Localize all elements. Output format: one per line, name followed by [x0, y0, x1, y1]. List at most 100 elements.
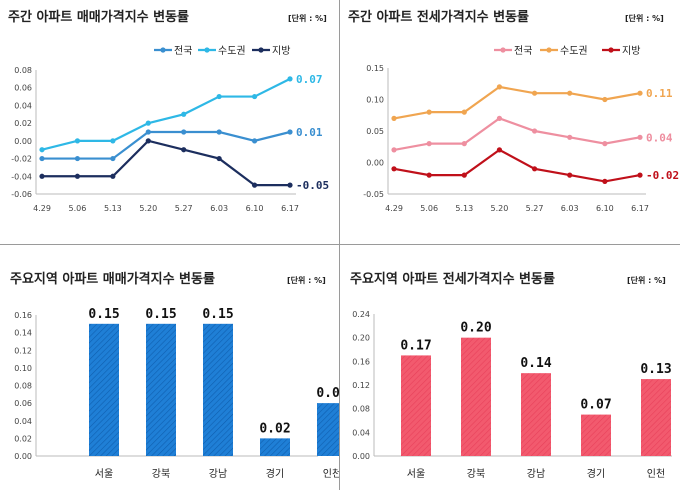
bar — [401, 355, 431, 456]
unit-label: [단위 : %] — [288, 13, 327, 23]
bar-value-label: 0.15 — [88, 307, 119, 322]
data-point — [426, 172, 432, 178]
unit-label: [단위 : %] — [287, 275, 326, 285]
data-point — [531, 128, 538, 134]
x-tick-label: 5.20 — [491, 204, 509, 213]
y-tick-label: -0.04 — [11, 172, 32, 181]
jeonse-price-bar-chart: 주요지역 아파트 전세가격지수 변동률 [단위 : %] 0.24 0.20 0.1… — [350, 271, 672, 480]
data-point — [145, 120, 151, 126]
series-line — [42, 139, 290, 187]
legend-swatch-marker — [500, 47, 506, 53]
y-tick-label: 0.02 — [14, 119, 32, 128]
data-point — [216, 129, 222, 135]
series-line — [41, 77, 291, 151]
y-tick-label: 0.15 — [366, 64, 384, 73]
data-point — [461, 141, 467, 147]
data-point — [145, 138, 151, 144]
bar-value-label: 0.14 — [520, 356, 551, 371]
y-tick-label: 0.16 — [352, 357, 370, 366]
category-label: 서울 — [95, 468, 113, 480]
data-point — [602, 178, 608, 184]
bar-value-label: 0.02 — [259, 421, 290, 436]
y-tick-label: 0.12 — [352, 381, 370, 390]
x-tick-label: 5.20 — [139, 204, 157, 213]
bar — [641, 379, 671, 456]
chart-title: 주간 아파트 전세가격지수 변동률 — [348, 9, 529, 25]
bar — [317, 403, 339, 456]
bar-value-label: 0.13 — [640, 362, 671, 377]
bar-value-label: 0.15 — [145, 307, 176, 322]
unit-label: [단위 : %] — [627, 275, 666, 285]
y-tick-label: 0.08 — [352, 405, 370, 414]
data-point — [637, 172, 643, 178]
bar — [146, 323, 176, 456]
bar-value-label: 0.17 — [400, 338, 431, 353]
x-tick-label: 5.13 — [455, 204, 473, 213]
x-tick-label: 6.03 — [561, 204, 579, 213]
data-point — [426, 109, 432, 115]
data-point — [391, 166, 397, 172]
bar-value-label: 0.15 — [202, 307, 233, 322]
series-end-label: -0.05 — [296, 179, 329, 192]
data-point — [74, 155, 81, 162]
y-tick-label: -0.02 — [11, 155, 32, 164]
data-point — [391, 115, 397, 121]
data-point — [251, 93, 258, 100]
data-point — [181, 129, 187, 135]
data-point — [39, 147, 45, 153]
category-label: 인천 — [647, 468, 665, 480]
y-tick-label: 0.06 — [14, 399, 32, 408]
y-tick-label: 0.04 — [14, 417, 32, 426]
data-point — [216, 155, 222, 162]
data-point — [110, 138, 116, 144]
x-tick-label: 5.06 — [420, 204, 438, 213]
x-tick-label: 5.13 — [104, 204, 122, 213]
data-point — [637, 134, 643, 140]
data-point — [39, 155, 45, 162]
bar — [89, 323, 119, 456]
sale-price-bar-chart: 주요지역 아파트 매매가격지수 변동률 [단위 : %] 0.16 0.14 0.1… — [10, 271, 340, 480]
data-point — [181, 111, 187, 117]
data-point — [461, 172, 467, 178]
x-tick-label: 5.27 — [526, 204, 544, 213]
data-point — [287, 129, 293, 135]
data-point — [391, 147, 397, 153]
sale-price-weekly-panel: 주간 아파트 매매가격지수 변동률 [단위 : %] 0.08 0.06 0.04 0… — [0, 0, 340, 245]
y-tick-label: 0.04 — [14, 101, 32, 110]
data-point — [496, 115, 503, 121]
series-end-label: 0.07 — [296, 73, 323, 86]
series-line — [393, 117, 641, 151]
series-end-label: 0.04 — [646, 131, 673, 144]
bar-value-label: 0.06 — [316, 386, 340, 401]
data-point — [637, 90, 643, 96]
legend-swatch-marker — [258, 47, 264, 53]
bar — [461, 337, 491, 456]
data-point — [251, 138, 258, 144]
data-point — [74, 173, 81, 179]
chart-title: 주요지역 아파트 매매가격지수 변동률 — [10, 271, 215, 287]
chart-title: 주요지역 아파트 전세가격지수 변동률 — [350, 271, 555, 287]
y-tick-label: 0.10 — [14, 364, 32, 373]
category-label: 강남 — [527, 468, 545, 480]
bar-value-label: 0.20 — [460, 321, 491, 336]
y-tick-label: 0.00 — [366, 159, 384, 168]
y-tick-label: -0.05 — [363, 190, 384, 199]
data-point — [567, 172, 573, 178]
data-point — [181, 147, 187, 153]
data-point — [251, 182, 258, 188]
data-point — [287, 182, 293, 188]
sale-price-region-panel: 주요지역 아파트 매매가격지수 변동률 [단위 : %] 0.16 0.14 0.1… — [0, 245, 340, 490]
category-label: 서울 — [407, 468, 425, 480]
bar — [581, 414, 611, 456]
y-tick-label: 0.00 — [352, 452, 370, 461]
y-tick-label: 0.00 — [14, 137, 32, 146]
legend-swatch-marker — [608, 47, 614, 53]
data-point — [496, 84, 503, 90]
data-point — [287, 76, 293, 82]
bar — [521, 373, 551, 456]
y-tick-label: 0.14 — [14, 329, 32, 338]
category-label: 인천 — [323, 468, 340, 480]
y-tick-label: 0.04 — [352, 428, 370, 437]
category-label: 경기 — [587, 467, 605, 480]
data-point — [216, 93, 222, 100]
